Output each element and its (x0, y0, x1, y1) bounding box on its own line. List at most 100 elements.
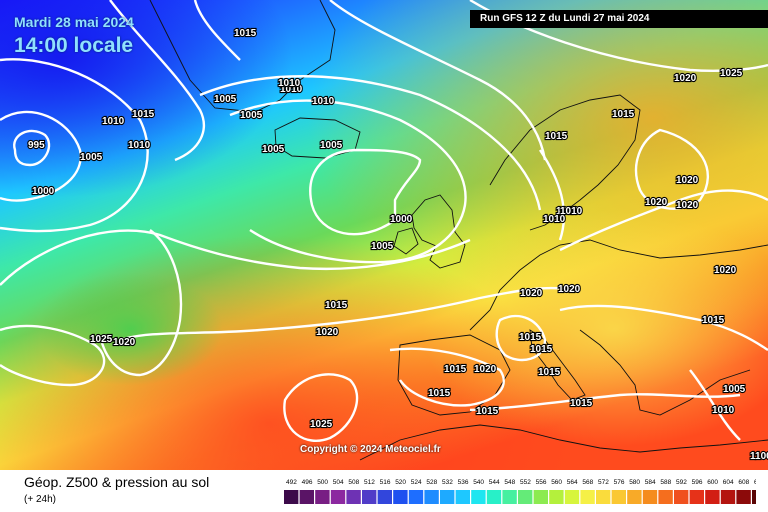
isobar-1020-trough (98, 229, 183, 377)
forecast-step: (+ 24h) (24, 494, 56, 505)
scale-tick-label: 588 (660, 479, 671, 486)
scale-swatch (315, 490, 330, 504)
scale-swatch (346, 490, 361, 504)
isobar-label: 1010 (712, 405, 735, 416)
scale-tick-label: 556 (536, 479, 547, 486)
scale-swatch (627, 490, 642, 504)
isobar-lines (0, 0, 768, 441)
isobar-1020-atl (119, 286, 571, 342)
color-scale: 492 496 500 504 508 512 516 520 524 528 532 536 540 5… (284, 479, 756, 504)
scale-tick-label: 564 (567, 479, 578, 486)
isobar-label: 1005 (262, 144, 285, 155)
scale-tick-label: 596 (692, 479, 703, 486)
forecast-date: Mardi 28 mai 2024 (14, 14, 134, 30)
isobar-1015-med (389, 347, 505, 407)
isobar-label: 1000 (32, 186, 55, 197)
isobar-1005-centre (229, 99, 467, 264)
isobar-1010-greenland (193, 0, 241, 61)
scale-swatch (408, 490, 424, 504)
scale-tick-label: 508 (348, 479, 359, 486)
scale-tick-label: 500 (317, 479, 328, 486)
scale-tick-label: 540 (473, 479, 484, 486)
isobar-1020-east (559, 189, 768, 252)
isobar-label: 1015 (519, 332, 542, 343)
isobar-1010-centre (199, 75, 542, 211)
weather-map: 1015101010101005101010051010101510109951… (0, 0, 768, 470)
isobar-label: 1005 (80, 152, 103, 163)
scale-tick-label: 552 (520, 479, 531, 486)
scale-tick-label: 544 (489, 479, 500, 486)
scale-tick-label: 568 (582, 479, 593, 486)
isobar-label: 1005 (214, 94, 237, 105)
scale-tick-label: 580 (629, 479, 640, 486)
isobar-label: 1015 (234, 28, 257, 39)
isobar-1015-balkans (559, 304, 768, 352)
forecast-time: 14:00 locale (14, 34, 134, 57)
scale-swatch (752, 490, 756, 504)
isobar-label: 1010 (280, 84, 303, 95)
isobar-1010-turkey (689, 369, 741, 441)
isobar-1015-alps (495, 314, 547, 362)
ireland-coast (393, 227, 419, 255)
scale-tick-label: 512 (364, 479, 375, 486)
scale-swatch (611, 490, 626, 504)
isobar-1005-nw (0, 58, 149, 233)
scale-tick-label: 504 (333, 479, 344, 486)
scale-swatch (705, 490, 720, 504)
scale-swatch (440, 490, 455, 504)
isobar-label: 1025 (720, 68, 743, 79)
scale-tick-label: 492 (286, 479, 297, 486)
scale-swatch (486, 490, 502, 504)
isobar-label: 1005 (320, 140, 343, 151)
isobar-label: 1010 (543, 214, 566, 225)
britain-coast (411, 194, 466, 269)
isobar-label: 1020 (558, 284, 581, 295)
scale-swatch (549, 490, 564, 504)
isobar-label: 1020 (645, 197, 668, 208)
isobar-1000-nw (0, 110, 82, 202)
isobar-label: 1015 (428, 388, 451, 399)
isobar-label: 1020 (316, 327, 339, 338)
scale-swatch (330, 490, 346, 504)
isobar-label: 1015 (612, 109, 635, 120)
isobar-1000-scot (309, 148, 422, 236)
isobar-1020-east-inner (634, 128, 710, 210)
scale-swatch (502, 490, 517, 504)
isobar-1015-north (329, 0, 547, 161)
isobar-1025-west (0, 324, 106, 387)
isobar-995 (13, 129, 51, 167)
isobar-label: 1025 (90, 334, 113, 345)
isobar-label: 1015 (444, 364, 467, 375)
scale-swatch (362, 490, 377, 504)
isobar-1025-azores (283, 373, 359, 442)
isobar-label: 1015 (545, 131, 568, 142)
isobar-1015-south (469, 393, 741, 412)
chart-title: Géop. Z500 & pression au sol (24, 474, 210, 490)
scale-swatch (658, 490, 673, 504)
isobar-label: 1015 (476, 406, 499, 417)
model-run-label: Run GFS 12 Z du Lundi 27 mai 2024 (470, 10, 768, 28)
isobar-label: 1025 (310, 419, 333, 430)
isobar-label: 1015 (132, 109, 155, 120)
scale-tick-label: 496 (302, 479, 313, 486)
isobar-labels: 1015101010101005101010051010101510109951… (27, 27, 768, 463)
scale-swatch (377, 490, 392, 504)
scale-tick-label: 536 (458, 479, 469, 486)
scale-tick-label: 600 (707, 479, 718, 486)
scale-swatch (299, 490, 314, 504)
isobar-label: 1010 (278, 78, 301, 89)
scale-tick-label: 524 (411, 479, 422, 486)
italy-coast (529, 329, 586, 401)
isobar-label: 1020 (676, 175, 699, 186)
isobar-label: 1020 (520, 288, 543, 299)
isobar-label: 1010 (560, 206, 583, 217)
isobar-label: 1015 (538, 367, 561, 378)
isobar-1015-sweden (539, 149, 566, 241)
africa-coast (359, 424, 768, 461)
isobar-label: 1005 (240, 110, 263, 121)
scale-swatch (720, 490, 736, 504)
isobar-label: 1020 (674, 73, 697, 84)
isobar-label: 1000 (390, 214, 413, 225)
scale-tick-label: 604 (723, 479, 734, 486)
scale-swatch (736, 490, 751, 504)
